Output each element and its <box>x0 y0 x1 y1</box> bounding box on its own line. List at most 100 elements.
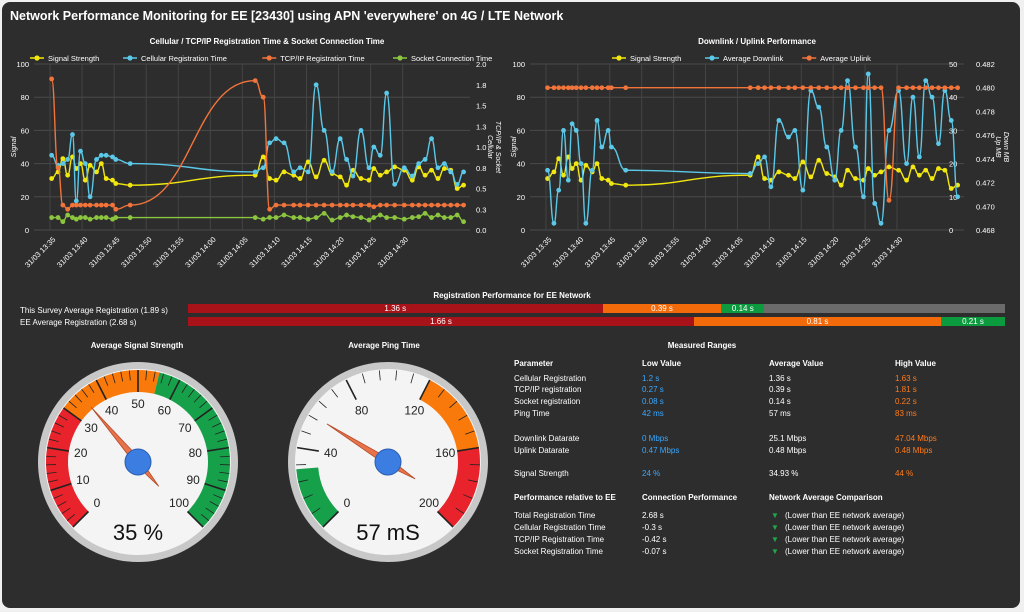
y-tick-label: 20 <box>517 193 525 202</box>
data-point <box>329 169 335 175</box>
data-point <box>786 134 791 140</box>
gauge-tick <box>193 394 202 403</box>
y2-tick-label: 1.5 <box>476 102 486 111</box>
bar-segment: 1.36 s <box>188 304 603 313</box>
data-point <box>49 215 55 220</box>
data-point <box>103 202 109 208</box>
x-tick-label: 31/03 14:30 <box>870 235 904 269</box>
gauge-tick <box>361 373 366 384</box>
data-point <box>371 215 377 220</box>
data-point <box>103 215 109 220</box>
x-tick-label: 31/03 14:25 <box>838 235 872 269</box>
gauge-tick <box>298 479 309 483</box>
legend-item: TCP/IP Registration Time <box>280 54 364 63</box>
y2-tick-label: 40 <box>949 93 957 102</box>
data-point <box>583 220 589 226</box>
relative-comparison: (Lower than EE network average) <box>785 547 905 556</box>
data-point <box>886 128 892 133</box>
data-point <box>260 94 266 100</box>
data-point <box>832 177 838 183</box>
data-point <box>321 157 327 163</box>
data-point <box>113 181 119 186</box>
data-point <box>561 172 566 178</box>
measured-ranges-title: Measured Ranges <box>667 341 737 350</box>
data-point <box>838 85 844 91</box>
y2-axis-label: Down MB <box>1002 132 1009 163</box>
y2-tick-label: 0.5 <box>476 185 486 194</box>
data-point <box>422 172 428 178</box>
data-point <box>916 154 922 160</box>
data-point <box>755 161 761 166</box>
data-point <box>366 165 372 171</box>
gauge-tick <box>194 407 213 422</box>
ranges-average-value: 0.14 s <box>769 397 791 406</box>
data-point <box>313 202 319 208</box>
data-point <box>392 215 398 220</box>
gauge-tick <box>186 510 204 528</box>
data-point <box>103 176 109 181</box>
data-point <box>313 82 319 88</box>
data-point <box>70 202 75 208</box>
data-point <box>435 202 441 208</box>
gauge-tick <box>46 455 57 458</box>
x-tick-label: 31/03 14:15 <box>774 235 808 269</box>
y2-tick-label: 1.0 <box>476 143 486 152</box>
x-tick-label: 31/03 13:55 <box>151 235 185 269</box>
gauge-tick <box>181 384 188 393</box>
data-point <box>955 194 961 200</box>
gauge-tick <box>467 479 478 483</box>
data-point <box>441 202 447 208</box>
data-point <box>551 169 557 175</box>
data-point <box>435 212 441 218</box>
data-point <box>260 154 266 160</box>
gauge-tick <box>410 373 415 384</box>
relative-metric: Socket Registration Time <box>514 547 603 556</box>
x-tick-label: 31/03 14:20 <box>806 235 840 269</box>
data-point <box>103 152 109 158</box>
data-point <box>422 211 428 216</box>
gauge-tick-label: 40 <box>105 403 119 417</box>
gauge-hub <box>374 448 402 476</box>
data-point <box>886 164 892 170</box>
data-point <box>942 85 948 91</box>
data-point <box>94 157 99 162</box>
data-point <box>127 161 133 166</box>
data-point <box>49 176 55 181</box>
data-point <box>435 176 441 181</box>
data-point <box>755 85 761 91</box>
relative-value: -0.07 s <box>642 547 667 556</box>
data-point <box>344 182 349 188</box>
data-point <box>768 85 774 91</box>
data-point <box>291 169 297 175</box>
down-arrow-icon: ▼ <box>771 511 779 520</box>
data-point <box>371 204 377 210</box>
data-point <box>371 144 377 150</box>
ranges-low-value: 0.08 s <box>642 397 664 406</box>
data-point <box>409 202 415 208</box>
legend-marker <box>709 55 715 61</box>
relative-comparison: (Lower than EE network average) <box>785 523 905 532</box>
data-point <box>786 85 791 91</box>
data-point <box>556 187 562 193</box>
y2-tick-label: 0.468 <box>976 226 995 235</box>
ranges-parameter: Socket registration <box>514 397 581 406</box>
gauge-tick <box>213 494 223 499</box>
data-point <box>755 154 761 160</box>
data-point <box>461 182 466 188</box>
data-point <box>556 85 562 91</box>
bar-segment: 0.81 s <box>694 317 941 326</box>
x-tick-label: 31/03 14:20 <box>312 235 346 269</box>
data-point <box>792 128 798 133</box>
data-point <box>297 165 303 171</box>
legend-marker <box>397 55 403 61</box>
gauge-tick <box>215 430 225 435</box>
ranges-high-value: 0.48 Mbps <box>895 446 933 455</box>
signal-strength-gauge: 0 10 20 30 40 50 60 70 80 90 100 <box>38 362 238 562</box>
data-point <box>82 177 88 183</box>
data-point <box>573 85 579 91</box>
data-point <box>845 167 850 173</box>
ranges-parameter: Signal Strength <box>514 469 569 478</box>
data-point <box>281 202 287 208</box>
data-point <box>623 182 629 188</box>
data-point <box>366 217 372 223</box>
